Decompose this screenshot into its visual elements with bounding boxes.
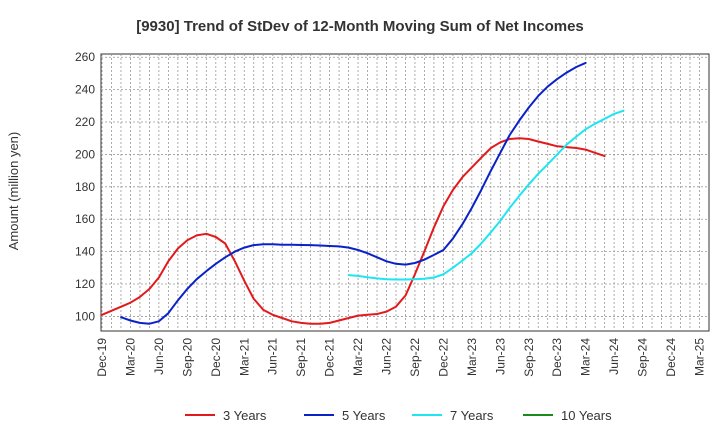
x-tick-label: Mar-25: [692, 338, 706, 376]
y-tick-label: 220: [75, 115, 95, 129]
x-tick-label: Jun-20: [152, 338, 166, 375]
legend-label: 10 Years: [561, 408, 612, 423]
x-tick-label: Dec-19: [95, 338, 109, 377]
legend-label: 3 Years: [223, 408, 267, 423]
y-ticks: 100 120 140 160 180 200 220 240 260: [75, 50, 95, 323]
series-line-3-years: [101, 137, 606, 325]
y-tick-label: 100: [75, 309, 95, 323]
series-line-5-years: [120, 61, 587, 325]
y-tick-label: 160: [75, 212, 95, 226]
x-tick-label: Mar-23: [465, 338, 479, 376]
grid: [101, 54, 709, 331]
x-tick-label: Mar-21: [237, 338, 251, 376]
x-tick-label: Jun-21: [266, 338, 280, 375]
legend-label: 5 Years: [342, 408, 386, 423]
x-tick-label: Dec-24: [664, 338, 678, 377]
legend-label: 7 Years: [450, 408, 494, 423]
x-tick-label: Jun-22: [380, 338, 394, 375]
y-tick-label: 200: [75, 147, 95, 161]
x-tick-label: Jun-24: [607, 338, 621, 375]
y-tick-label: 180: [75, 180, 95, 194]
x-tick-label: Dec-20: [209, 338, 223, 377]
series-lines: [101, 61, 625, 325]
y-axis-label: Amount (million yen): [6, 132, 21, 251]
x-tick-label: Sep-22: [408, 338, 422, 377]
plot-area: [100, 53, 710, 332]
x-tick-label: Sep-23: [522, 338, 536, 377]
x-tick-label: Mar-22: [351, 338, 365, 376]
legend: 3 Years 5 Years 7 Years 10 Years: [185, 408, 612, 423]
x-tick-label: Dec-21: [323, 338, 337, 377]
chart-title: [9930] Trend of StDev of 12-Month Moving…: [136, 18, 584, 35]
x-tick-label: Sep-20: [180, 338, 194, 377]
x-tick-label: Jun-23: [493, 338, 507, 375]
x-ticks: Dec-19 Mar-20 Jun-20 Sep-20 Dec-20 Mar-21 Jun-…: [95, 338, 706, 377]
x-tick-label: Sep-24: [636, 338, 650, 377]
x-tick-label: Mar-20: [123, 338, 137, 376]
series-line-7-years: [347, 109, 625, 281]
y-tick-label: 120: [75, 277, 95, 291]
x-tick-label: Mar-24: [579, 338, 593, 376]
x-tick-label: Dec-22: [436, 338, 450, 377]
y-tick-label: 140: [75, 245, 95, 259]
x-tick-label: Dec-23: [550, 338, 564, 377]
y-tick-label: 240: [75, 83, 95, 97]
y-tick-label: 260: [75, 50, 95, 64]
x-tick-label: Sep-21: [294, 338, 308, 377]
